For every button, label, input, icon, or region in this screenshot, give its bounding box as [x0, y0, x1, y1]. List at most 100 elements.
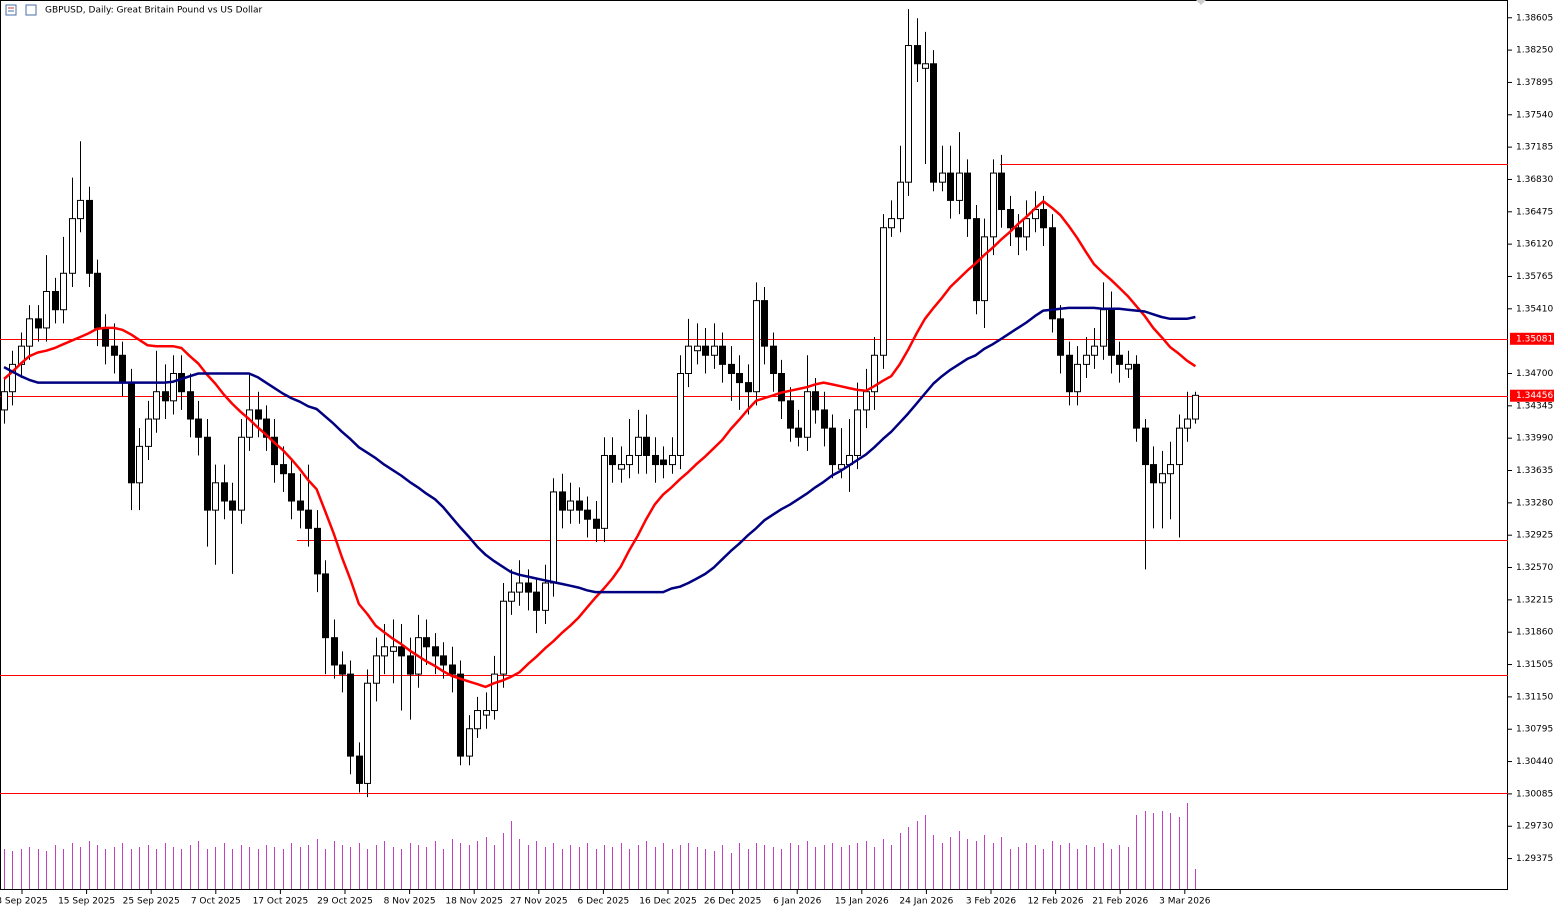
candle-body	[745, 382, 752, 393]
candle-body	[111, 345, 118, 356]
candle-body	[423, 637, 430, 648]
candle-body	[466, 728, 473, 757]
y-tick-label: 1.33635	[1516, 466, 1553, 476]
candle-body	[677, 372, 684, 456]
candle-body	[990, 172, 997, 238]
y-tick-label: 1.36120	[1516, 240, 1553, 250]
x-tick-label: 6 Dec 2025	[578, 897, 630, 907]
y-tick-label: 1.38605	[1516, 13, 1553, 23]
candle-body	[288, 473, 295, 502]
y-tick-label: 1.29375	[1516, 854, 1553, 864]
candle-body	[331, 637, 338, 666]
candle-body	[652, 454, 659, 466]
candle-body	[1142, 427, 1149, 466]
candle-body	[567, 500, 574, 511]
candle-body	[787, 400, 794, 429]
candle-body	[77, 199, 84, 220]
candle-body	[635, 436, 642, 456]
x-tick-label: 15 Sep 2025	[58, 897, 115, 907]
candle-body	[1074, 363, 1081, 393]
chart-title: GBPUSD, Daily: Great Britain Pound vs US…	[45, 6, 263, 16]
y-tick-label: 1.31505	[1516, 660, 1553, 670]
y-tick-label: 1.32570	[1516, 563, 1553, 573]
candle-body	[136, 445, 143, 484]
candle-body	[1, 391, 8, 411]
candle-body	[322, 573, 329, 639]
candle-body	[474, 710, 481, 730]
price-tag	[1510, 389, 1554, 402]
candle-body	[584, 509, 591, 520]
candle-body	[761, 300, 768, 347]
candle-body	[804, 391, 811, 438]
candle-body	[1184, 418, 1191, 429]
candle-body	[905, 45, 912, 183]
y-tick-label: 1.31150	[1516, 692, 1553, 702]
candle-body	[821, 409, 828, 429]
candle-body	[1057, 318, 1064, 356]
y-tick-label: 1.31860	[1516, 628, 1553, 638]
moving-average	[3, 306, 1196, 594]
y-tick-label: 1.30795	[1516, 725, 1553, 735]
x-tick-label: 17 Oct 2025	[253, 897, 309, 907]
candle-body	[1125, 363, 1132, 370]
candle-body	[440, 655, 447, 666]
price-tag-label: 1.35081	[1516, 334, 1553, 344]
candle-body	[1066, 354, 1073, 393]
x-tick-label: 7 Oct 2025	[191, 897, 241, 907]
candle-body	[1023, 218, 1030, 238]
candle-body	[601, 454, 608, 529]
candle-body	[694, 345, 701, 352]
y-tick-label: 1.30440	[1516, 757, 1553, 767]
candle-body	[669, 454, 676, 466]
candle-body	[145, 418, 152, 447]
candle-body	[576, 500, 583, 511]
candle-body	[871, 354, 878, 393]
candle-body	[660, 459, 667, 466]
y-tick-label: 1.32925	[1516, 531, 1553, 541]
candle-body	[1192, 394, 1199, 420]
candle-body	[1159, 473, 1166, 484]
candle-body	[525, 582, 532, 593]
y-tick-label: 1.35765	[1516, 272, 1553, 282]
candle-body	[1176, 427, 1183, 466]
candle-body	[736, 372, 743, 384]
candle-body	[491, 673, 498, 712]
candle-body	[702, 345, 709, 356]
x-tick-label: 25 Sep 2025	[123, 897, 180, 907]
candle-body	[770, 345, 777, 374]
x-tick-label: 27 Nov 2025	[510, 897, 568, 907]
candle-body	[609, 454, 616, 466]
candle-body	[998, 172, 1005, 211]
price-tag-label: 1.34456	[1516, 391, 1553, 401]
candle-body	[119, 354, 126, 384]
candle-body	[128, 382, 135, 484]
candle-body	[238, 436, 245, 511]
candle-body	[297, 500, 304, 511]
x-tick-label: 12 Feb 2026	[1028, 897, 1084, 907]
candle-body	[43, 291, 50, 329]
candle-body	[204, 436, 211, 511]
candle-body	[1083, 354, 1090, 365]
candle-body	[939, 172, 946, 183]
y-tick-label: 1.35410	[1516, 304, 1553, 314]
candle-body	[9, 363, 16, 393]
candle-body	[914, 45, 921, 65]
candle-body	[1100, 309, 1107, 347]
x-tick-label: 26 Dec 2025	[704, 897, 762, 907]
candle-body	[390, 646, 397, 652]
candle-body	[94, 272, 101, 329]
candle-body	[432, 646, 439, 657]
candle-body	[542, 582, 549, 611]
candle-body	[897, 181, 904, 220]
candle-body	[728, 363, 735, 374]
candle-body	[930, 63, 937, 183]
candle-body	[1108, 309, 1115, 356]
candle-body	[922, 63, 929, 69]
candle-body	[1049, 227, 1056, 320]
candle-body	[964, 172, 971, 220]
x-tick-label: 16 Dec 2025	[639, 897, 697, 907]
y-tick-label: 1.33280	[1516, 498, 1553, 508]
candle-body	[263, 418, 270, 438]
candle-body	[711, 345, 718, 356]
